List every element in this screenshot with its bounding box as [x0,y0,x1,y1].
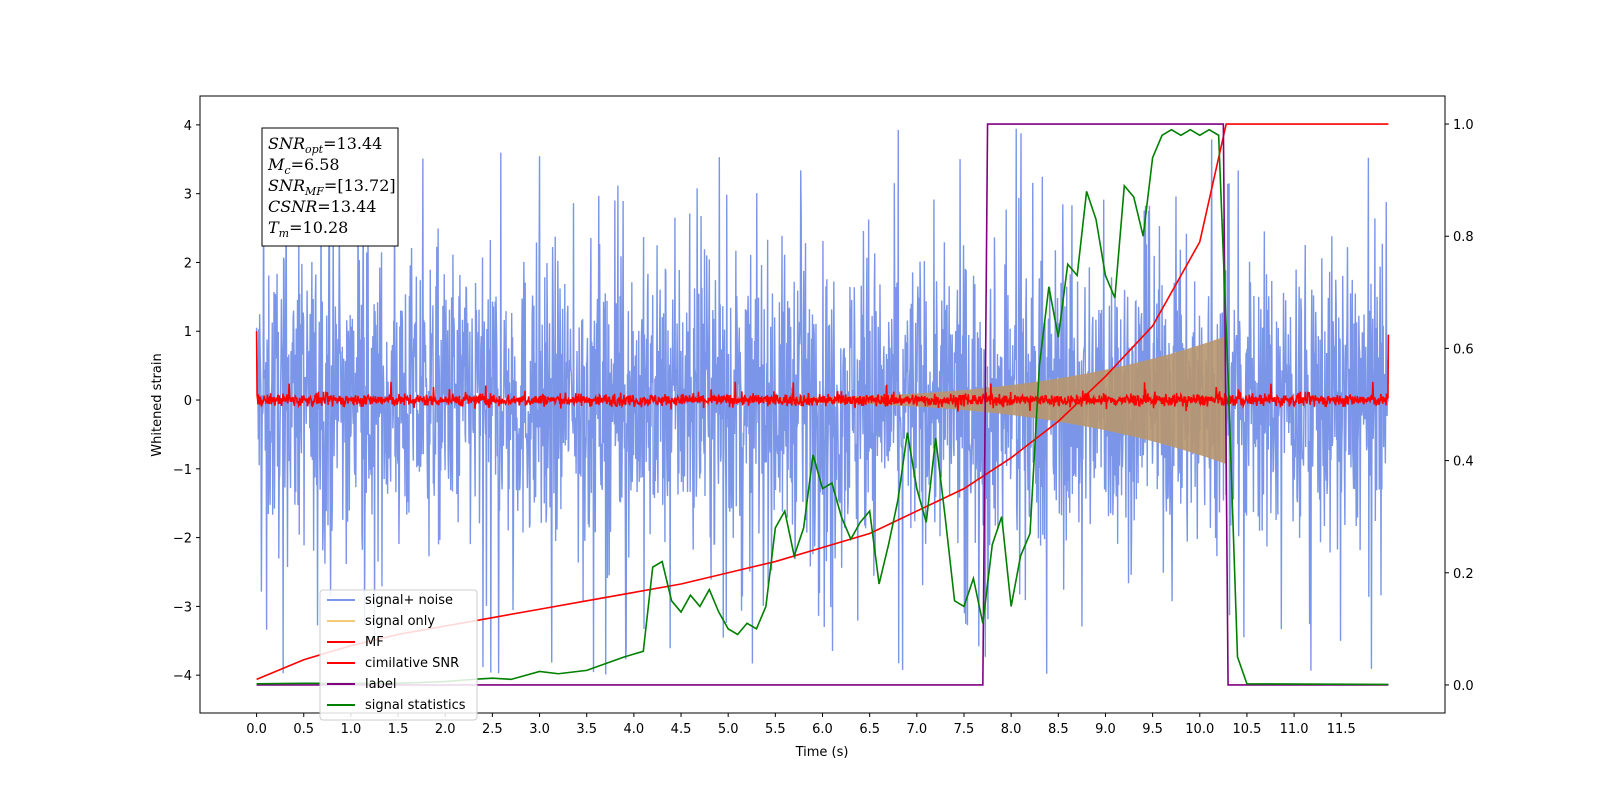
y-tick-label: 0 [184,394,192,409]
x-tick-label: 1.5 [388,722,409,737]
y-tick-label: −4 [173,669,192,684]
x-tick-label: 0.0 [246,722,267,737]
info-box-line: Tm=10.28 [268,218,348,240]
y-tick-label: 2 [184,256,192,271]
x-tick-label: 3.5 [576,722,597,737]
y2-tick-label: 0.2 [1453,567,1474,582]
series-signal-statistics-line [256,128,1389,686]
y-tick-label: 3 [184,188,192,203]
info-box-subscript: opt [305,143,324,156]
x-tick-label: 6.0 [812,722,833,737]
x-tick-label: 2.5 [482,722,503,737]
info-box-symbol: SNR [268,176,305,195]
series-mf-line [255,331,1390,412]
x-tick-label: 3.0 [529,722,550,737]
info-box-symbol: CSNR [268,197,317,216]
x-tick-label: 10.0 [1185,722,1214,737]
legend: signal+ noise signal only MF cimilative SNR… [319,589,478,721]
y2-tick-label: 0.6 [1453,342,1474,357]
info-box-line: Mc=6.58 [267,155,340,177]
x-tick-label: 4.0 [624,722,645,737]
y-axis-label: Whitened strain [150,353,165,456]
x-tick-label: 0.5 [293,722,314,737]
x-tick-label: 6.5 [859,722,880,737]
info-box-symbol: SNR [268,134,305,153]
info-box-symbol: M [267,155,285,174]
info-box-subscript: MF [304,185,324,198]
legend-label: signal+ noise [365,593,453,608]
info-box-value: =[13.72] [324,176,396,195]
info-box-value: =13.44 [317,197,376,216]
x-tick-label: 4.5 [671,722,692,737]
y-tick-label: 4 [184,119,192,134]
info-box-line: SNRopt=13.44 [268,134,382,156]
legend-label: label [365,677,396,692]
info-box-value: =6.58 [291,155,340,174]
y-tick-label: −2 [173,532,192,547]
y-axis-left: 4 3 2 1 0 −1 −2 −3 −4 [173,119,200,684]
x-tick-label: 10.5 [1232,722,1261,737]
x-axis-label: Time (s) [795,745,849,760]
info-box-value: =10.28 [289,218,348,237]
x-tick-label: 11.0 [1280,722,1309,737]
y-axis-right: 1.0 0.8 0.6 0.4 0.2 0.0 [1445,118,1474,694]
x-tick-label: 11.5 [1327,722,1356,737]
x-tick-label: 7.5 [954,722,975,737]
y2-tick-label: 0.4 [1453,455,1474,470]
x-tick-label: 7.0 [906,722,927,737]
info-box-subscript: c [284,164,290,177]
info-box-frame [261,127,399,247]
x-tick-label: 9.0 [1095,722,1116,737]
info-box-value: =13.44 [323,134,382,153]
info-box: SNRopt=13.44Mc=6.58SNRMF=[13.72]CSNR=13.… [261,127,399,247]
y-tick-label: 1 [184,325,192,340]
y2-tick-label: 1.0 [1453,118,1474,133]
info-box-symbol: T [268,218,280,237]
y-tick-label: −3 [173,600,192,615]
legend-label: signal statistics [365,698,466,713]
y-tick-label: −1 [173,463,192,478]
x-tick-label: 2.0 [435,722,456,737]
x-tick-label: 8.5 [1048,722,1069,737]
y2-tick-label: 0.8 [1453,230,1474,245]
info-box-line: SNRMF=[13.72] [268,176,396,198]
y2-tick-label: 0.0 [1453,679,1474,694]
legend-label: cimilative SNR [365,656,459,671]
legend-label: MF [365,635,384,650]
info-box-subscript: m [279,227,289,240]
x-tick-label: 5.0 [718,722,739,737]
legend-label: signal only [365,614,435,629]
x-tick-label: 5.5 [765,722,786,737]
x-tick-label: 1.0 [341,722,362,737]
legend-frame [319,589,478,721]
x-tick-label: 8.0 [1001,722,1022,737]
series-label-line [256,123,1389,686]
x-tick-label: 9.5 [1142,722,1163,737]
x-axis: 0.0 0.5 1.0 1.5 2.0 2.5 3.0 3.5 4.0 4.5 5.0 5.5 6.0 6… [246,713,1356,737]
info-box-line: CSNR=13.44 [268,197,376,216]
